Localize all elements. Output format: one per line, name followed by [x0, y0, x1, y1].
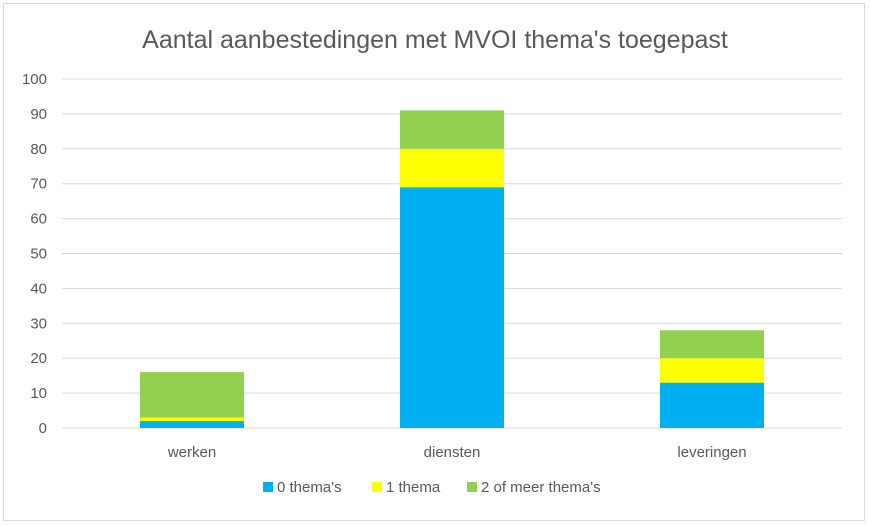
x-category-label: leveringen [677, 444, 746, 461]
bar-werken-series-2 [140, 372, 244, 418]
y-tick-label: 0 [39, 420, 47, 437]
bar-diensten-series-0 [400, 187, 504, 428]
chart-title: Aantal aanbestedingen met MVOI thema's t… [142, 26, 728, 54]
bar-diensten-series-2 [400, 110, 504, 149]
y-tick-label: 40 [30, 280, 47, 297]
bar-leveringen-series-1 [660, 358, 764, 383]
legend-label: 2 of meer thema's [481, 479, 601, 496]
legend-label: 0 thema's [277, 479, 342, 496]
y-tick-label: 60 [30, 211, 47, 228]
y-tick-label: 90 [30, 106, 47, 123]
y-tick-label: 80 [30, 141, 47, 158]
legend-swatch [372, 482, 382, 492]
legend-swatch [263, 482, 273, 492]
bar-werken-series-1 [140, 417, 244, 422]
y-tick-label: 50 [30, 246, 47, 263]
legend-label: 1 thema [386, 479, 441, 496]
bar-diensten-series-1 [400, 148, 504, 188]
y-axis-ticks: 0 10 20 30 40 50 60 70 80 90 100 [22, 71, 47, 437]
x-category-label: diensten [424, 444, 481, 461]
bar-leveringen-series-0 [660, 382, 764, 428]
bar-werken-series-0 [140, 421, 244, 428]
y-tick-label: 30 [30, 315, 47, 332]
y-tick-label: 10 [30, 385, 47, 402]
legend-swatch [467, 482, 477, 492]
bar-leveringen-series-2 [660, 330, 764, 359]
x-category-label: werken [167, 444, 216, 461]
x-axis-labels: werken diensten leveringen [167, 444, 747, 461]
y-tick-label: 70 [30, 176, 47, 193]
legend: 0 thema's 1 thema 2 of meer thema's [263, 479, 601, 496]
y-tick-label: 20 [30, 350, 47, 367]
y-tick-label: 100 [22, 71, 47, 88]
bars [140, 110, 764, 428]
